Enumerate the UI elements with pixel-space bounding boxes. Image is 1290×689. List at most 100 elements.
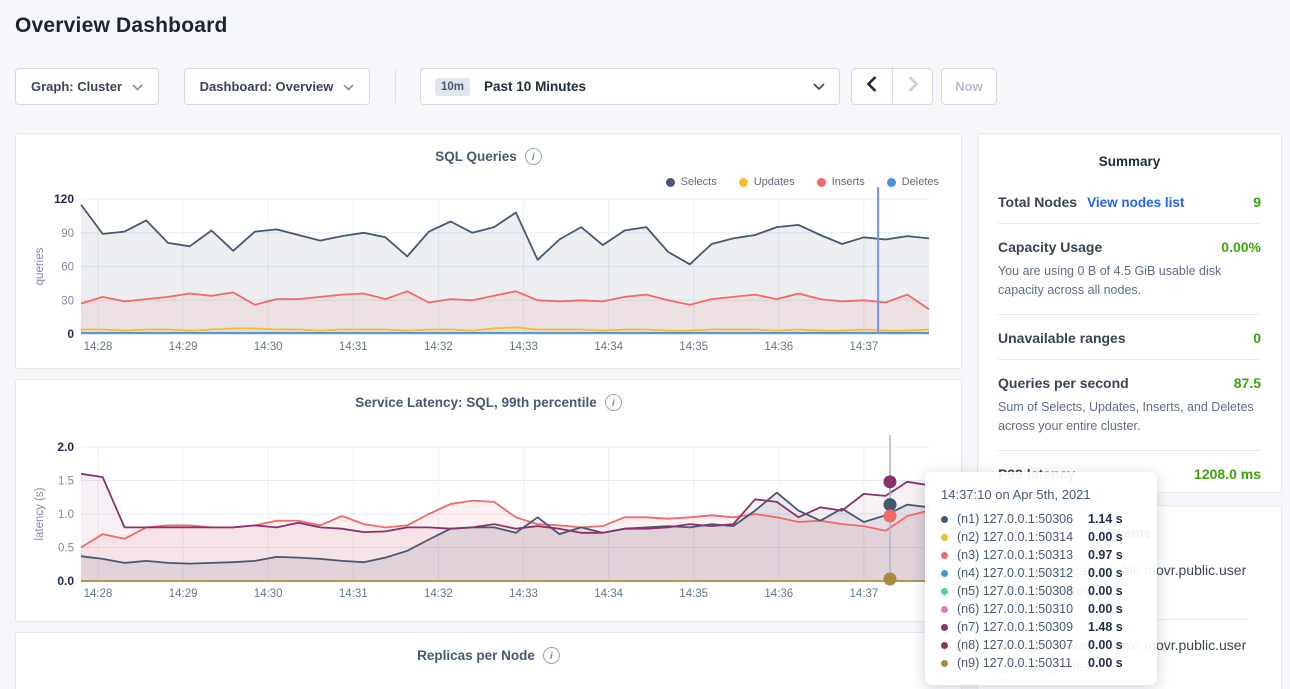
node-color-dot	[941, 587, 948, 595]
svg-text:14:28: 14:28	[84, 341, 113, 353]
page-title: Overview Dashboard	[15, 14, 228, 37]
info-icon[interactable]: i	[604, 394, 622, 411]
svg-text:14:31: 14:31	[339, 341, 368, 353]
legend-label: Deletes	[901, 176, 939, 188]
svg-text:14:36: 14:36	[764, 588, 793, 600]
svg-text:1.5: 1.5	[58, 476, 74, 488]
svg-text:queries: queries	[34, 247, 46, 285]
node-color-dot	[941, 569, 948, 577]
svg-text:120: 120	[54, 192, 74, 206]
legend-item-selects: Selects	[665, 176, 717, 188]
node-latency-value: 0.00 s	[1088, 656, 1123, 670]
service-latency-title: Service Latency: SQL, 99th percentile	[355, 395, 597, 410]
tooltip-row: (n8) 127.0.0.1:50307 0.00 s	[941, 636, 1143, 654]
node-color-dot	[941, 515, 948, 523]
node-address: (n5) 127.0.0.1:50308	[957, 584, 1074, 598]
summary-row-unavailable: Unavailable ranges 0	[998, 315, 1261, 360]
capacity-usage-label: Capacity Usage	[998, 239, 1103, 255]
tooltip-row: (n2) 127.0.0.1:50314 0.00 s	[941, 528, 1143, 546]
service-latency-chart[interactable]: 14:28 14:29 14:30 14:31 14:32 14:33 14:34 14:35…	[16, 380, 961, 621]
tooltip-row: (n5) 127.0.0.1:50308 0.00 s	[941, 582, 1143, 600]
node-color-dot	[941, 533, 948, 541]
svg-text:2.0: 2.0	[57, 440, 74, 454]
svg-text:14:31: 14:31	[339, 588, 368, 600]
svg-text:14:30: 14:30	[254, 588, 283, 600]
svg-text:14:32: 14:32	[424, 341, 453, 353]
next-time-button[interactable]	[892, 69, 932, 104]
svg-text:14:36: 14:36	[764, 341, 793, 353]
node-address: (n8) 127.0.0.1:50307	[957, 638, 1074, 652]
svg-text:14:37: 14:37	[850, 341, 879, 353]
tooltip-row: (n3) 127.0.0.1:50313 0.97 s	[941, 546, 1143, 564]
unavailable-ranges-label: Unavailable ranges	[998, 329, 1126, 346]
graph-dropdown[interactable]: Graph: Cluster	[15, 68, 159, 105]
node-latency-value: 0.00 s	[1088, 584, 1123, 598]
svg-text:1.0: 1.0	[58, 509, 74, 521]
legend-dot	[816, 177, 826, 187]
svg-text:14:29: 14:29	[169, 341, 198, 353]
chevron-left-icon	[866, 76, 877, 97]
svg-text:latency (s): latency (s)	[34, 487, 46, 540]
svg-text:0.0: 0.0	[57, 574, 74, 588]
legend-label: Selects	[680, 176, 717, 188]
summary-panel: Summary Total Nodes View nodes list 9 Ca…	[977, 133, 1282, 493]
info-icon[interactable]: i	[542, 647, 560, 664]
dashboard-dropdown[interactable]: Dashboard: Overview	[184, 68, 370, 105]
chart-tooltip: 14:37:10 on Apr 5th, 2021 (n1) 127.0.0.1…	[925, 472, 1157, 685]
legend-item-inserts: Inserts	[816, 176, 865, 188]
summary-row-capacity: Capacity Usage 0.00% You are using 0 B o…	[998, 224, 1261, 315]
info-icon[interactable]: i	[524, 148, 542, 165]
sql-queries-chart[interactable]: 14:28 14:29 14:30 14:31 14:32 14:33 14:34 14:35…	[16, 134, 961, 368]
graph-dropdown-label: Graph: Cluster	[30, 79, 122, 94]
svg-text:14:35: 14:35	[679, 588, 708, 600]
svg-text:14:30: 14:30	[254, 341, 283, 353]
node-latency-value: 0.00 s	[1088, 530, 1123, 544]
time-range-picker[interactable]: 10m Past 10 Minutes	[420, 68, 840, 105]
svg-text:14:33: 14:33	[509, 588, 538, 600]
now-button-label: Now	[955, 79, 983, 94]
svg-text:14:32: 14:32	[424, 588, 453, 600]
node-address: (n9) 127.0.0.1:50311	[957, 656, 1073, 670]
legend-label: Updates	[753, 176, 795, 188]
node-latency-value: 0.00 s	[1088, 638, 1123, 652]
svg-text:60: 60	[61, 262, 74, 274]
svg-text:14:35: 14:35	[679, 341, 708, 353]
legend-item-updates: Updates	[738, 176, 795, 188]
node-latency-value: 0.00 s	[1088, 566, 1123, 580]
legend-dot	[886, 177, 896, 187]
node-color-dot	[941, 605, 948, 613]
node-color-dot	[941, 659, 948, 667]
node-address: (n7) 127.0.0.1:50309	[957, 620, 1074, 634]
controls-divider	[395, 70, 396, 103]
tooltip-row: (n7) 127.0.0.1:50309 1.48 s	[941, 618, 1143, 636]
svg-text:14:33: 14:33	[509, 341, 538, 353]
time-range-badge: 10m	[435, 77, 471, 96]
node-address: (n1) 127.0.0.1:50306	[957, 512, 1074, 526]
legend-item-deletes: Deletes	[886, 176, 939, 188]
tooltip-row: (n1) 127.0.0.1:50306 1.14 s	[941, 510, 1143, 528]
node-address: (n6) 127.0.0.1:50310	[957, 602, 1074, 616]
svg-text:14:28: 14:28	[84, 588, 113, 600]
node-latency-value: 1.14 s	[1088, 512, 1123, 526]
sql-queries-title: SQL Queries	[435, 149, 517, 164]
queries-per-second-value: 87.5	[1233, 374, 1261, 391]
node-latency-value: 0.00 s	[1088, 602, 1123, 616]
capacity-usage-value: 0.00%	[1221, 239, 1261, 255]
summary-title: Summary	[1098, 154, 1161, 169]
node-color-dot	[941, 641, 948, 649]
node-color-dot	[941, 623, 948, 631]
tooltip-row: (n6) 127.0.0.1:50310 0.00 s	[941, 600, 1143, 618]
tooltip-row: (n9) 127.0.0.1:50311 0.00 s	[941, 654, 1143, 672]
now-button[interactable]: Now	[941, 68, 997, 105]
replicas-per-node-title: Replicas per Node	[417, 648, 535, 663]
prev-time-button[interactable]	[852, 69, 892, 104]
chevron-down-icon	[132, 78, 143, 96]
replicas-per-node-card: Replicas per Node i	[15, 632, 962, 689]
svg-text:30: 30	[61, 295, 74, 307]
view-nodes-list-link[interactable]: View nodes list	[1087, 195, 1185, 210]
tooltip-row: (n4) 127.0.0.1:50312 0.00 s	[941, 564, 1143, 582]
total-nodes-label: Total Nodes	[998, 194, 1078, 210]
legend-dot	[665, 177, 675, 187]
chevron-right-icon	[908, 76, 918, 97]
